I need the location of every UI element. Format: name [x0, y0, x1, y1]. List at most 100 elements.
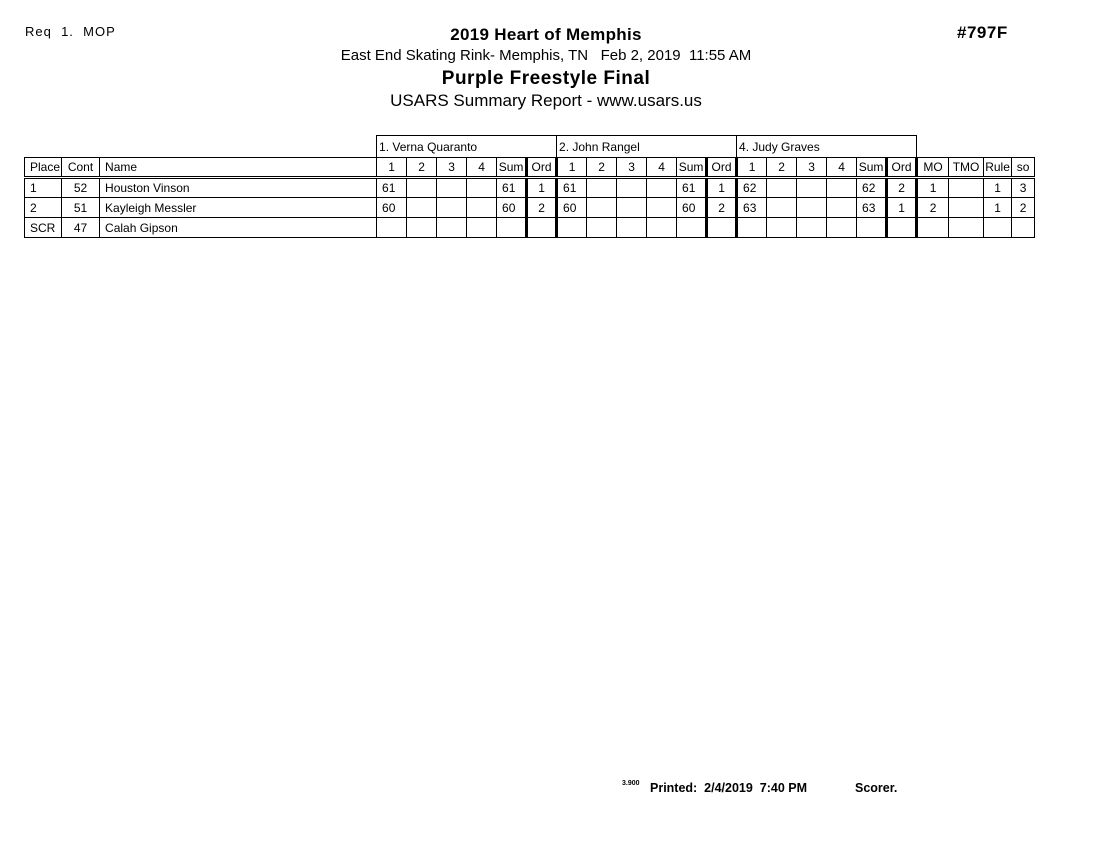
mo-cell	[916, 217, 950, 238]
score-col-header: 3	[616, 157, 648, 179]
score-col-header: 4	[826, 157, 858, 179]
tmo-cell	[948, 177, 985, 198]
so-cell: 2	[1011, 197, 1036, 218]
score-cell	[646, 197, 678, 218]
ord-cell	[525, 217, 559, 238]
table-row: 2 51 Kayleigh Messler 60 60 2 60 60 2 63…	[23, 197, 1036, 218]
score-cell: 60	[376, 197, 408, 218]
score-cell: 61	[556, 177, 588, 198]
ord-cell: 1	[885, 197, 919, 218]
sum-cell	[676, 217, 708, 238]
sum-cell	[496, 217, 528, 238]
sum-header: Sum	[856, 157, 888, 179]
score-col-header: 4	[466, 157, 498, 179]
ord-cell	[885, 217, 919, 238]
ord-header: Ord	[705, 157, 739, 179]
score-cell	[826, 177, 858, 198]
score-cell	[466, 217, 498, 238]
place-header: Place	[23, 157, 63, 179]
column-header-row: Place Cont Name 1 2 3 4 Sum Ord 1 2 3 4 …	[23, 157, 1036, 179]
score-cell	[826, 197, 858, 218]
table-row: 1 52 Houston Vinson 61 61 1 61 61 1 62 6…	[23, 177, 1036, 198]
division-title: Purple Freestyle Final	[441, 68, 651, 89]
score-cell	[586, 197, 618, 218]
score-cell	[466, 197, 498, 218]
judge-2-label: 2. John Rangel	[556, 135, 738, 158]
score-cell	[586, 217, 618, 238]
name-cell: Houston Vinson	[99, 177, 378, 198]
score-cell	[616, 197, 648, 218]
score-cell	[616, 217, 648, 238]
ord-cell: 2	[525, 197, 559, 218]
score-col-header: 1	[376, 157, 408, 179]
score-cell	[556, 217, 588, 238]
cont-cell: 52	[61, 177, 101, 198]
mo-cell: 2	[916, 197, 950, 218]
score-cell	[766, 217, 798, 238]
sum-cell: 60	[676, 197, 708, 218]
place-cell: 1	[23, 177, 63, 198]
score-cell	[796, 177, 828, 198]
score-col-header: 1	[556, 157, 588, 179]
tmo-cell	[948, 217, 985, 238]
score-cell	[646, 217, 678, 238]
score-cell	[436, 197, 468, 218]
sum-cell: 61	[496, 177, 528, 198]
ord-header: Ord	[525, 157, 559, 179]
cont-header: Cont	[61, 157, 101, 179]
place-cell: SCR	[23, 217, 63, 238]
judge-row-spacer-right	[917, 136, 1035, 158]
score-cell: 62	[736, 177, 768, 198]
name-cell: Calah Gipson	[99, 217, 378, 238]
ord-cell	[705, 217, 739, 238]
tmo-cell	[948, 197, 985, 218]
sum-cell	[856, 217, 888, 238]
so-header: so	[1011, 157, 1036, 179]
score-col-header: 2	[586, 157, 618, 179]
event-number: #797F	[957, 23, 1008, 42]
cont-cell: 47	[61, 217, 101, 238]
sum-header: Sum	[496, 157, 528, 179]
place-cell: 2	[23, 197, 63, 218]
score-col-header: 1	[736, 157, 768, 179]
score-cell	[766, 177, 798, 198]
sum-cell: 63	[856, 197, 888, 218]
score-cell	[466, 177, 498, 198]
score-cell	[736, 217, 768, 238]
report-header: 2019 Heart of Memphis East End Skating R…	[0, 24, 1092, 112]
so-cell: 3	[1011, 177, 1036, 198]
mo-cell: 1	[916, 177, 950, 198]
ord-cell: 2	[705, 197, 739, 218]
score-cell	[796, 217, 828, 238]
event-title-line: 2019 Heart of Memphis	[450, 25, 642, 44]
sum-cell: 62	[856, 177, 888, 198]
software-version: 3.900	[622, 780, 640, 787]
score-cell	[406, 177, 438, 198]
score-cell	[406, 197, 438, 218]
cont-cell: 51	[61, 197, 101, 218]
score-col-header: 2	[766, 157, 798, 179]
judge-1-label: 1. Verna Quaranto	[376, 135, 558, 158]
table-row: SCR 47 Calah Gipson	[23, 217, 1036, 238]
score-col-header: 4	[646, 157, 678, 179]
ord-cell: 2	[885, 177, 919, 198]
tmo-header: TMO	[948, 157, 985, 179]
score-cell	[376, 217, 408, 238]
score-cell	[406, 217, 438, 238]
mo-header: MO	[916, 157, 950, 179]
printed-timestamp: Printed: 2/4/2019 7:40 PM	[650, 781, 808, 795]
judge-3-label: 4. Judy Graves	[736, 135, 918, 158]
sum-header: Sum	[676, 157, 708, 179]
rule-header: Rule	[983, 157, 1013, 179]
score-cell: 60	[556, 197, 588, 218]
ord-cell: 1	[705, 177, 739, 198]
ord-header: Ord	[885, 157, 919, 179]
rule-cell: 1	[983, 177, 1013, 198]
score-col-header: 3	[436, 157, 468, 179]
score-cell: 61	[376, 177, 408, 198]
so-cell	[1011, 217, 1036, 238]
rule-cell: 1	[983, 197, 1013, 218]
report-type-line: USARS Summary Report - www.usars.us	[390, 91, 702, 110]
scorer-label: Scorer.	[855, 781, 898, 795]
